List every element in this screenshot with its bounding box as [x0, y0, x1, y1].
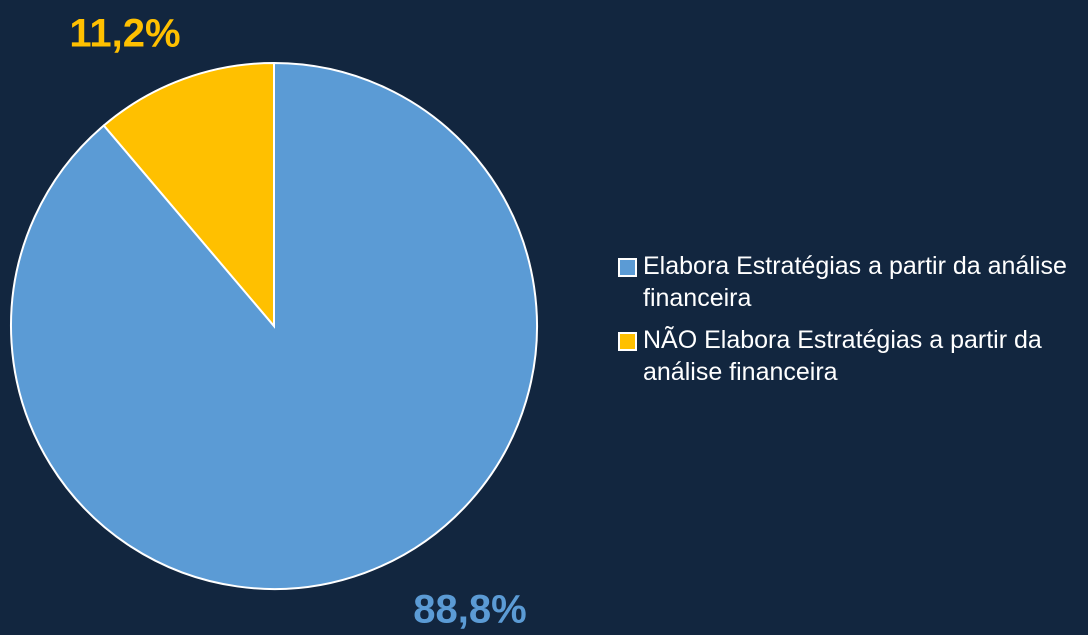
- legend-entry: Elabora Estratégias a partir da análise …: [618, 250, 1078, 314]
- legend: Elabora Estratégias a partir da análise …: [618, 250, 1078, 398]
- legend-swatch: [618, 332, 637, 351]
- data-label: 88,8%: [413, 588, 526, 632]
- legend-label: NÃO Elabora Estratégias a partir da anál…: [643, 326, 1042, 386]
- pie-slice: [102, 61, 275, 329]
- legend-entry: NÃO Elabora Estratégias a partir da anál…: [618, 324, 1078, 388]
- pie-slice: [10, 61, 538, 590]
- legend-swatch: [618, 258, 637, 277]
- data-label: 11,2%: [69, 12, 180, 56]
- legend-label: Elabora Estratégias a partir da análise …: [643, 252, 1067, 312]
